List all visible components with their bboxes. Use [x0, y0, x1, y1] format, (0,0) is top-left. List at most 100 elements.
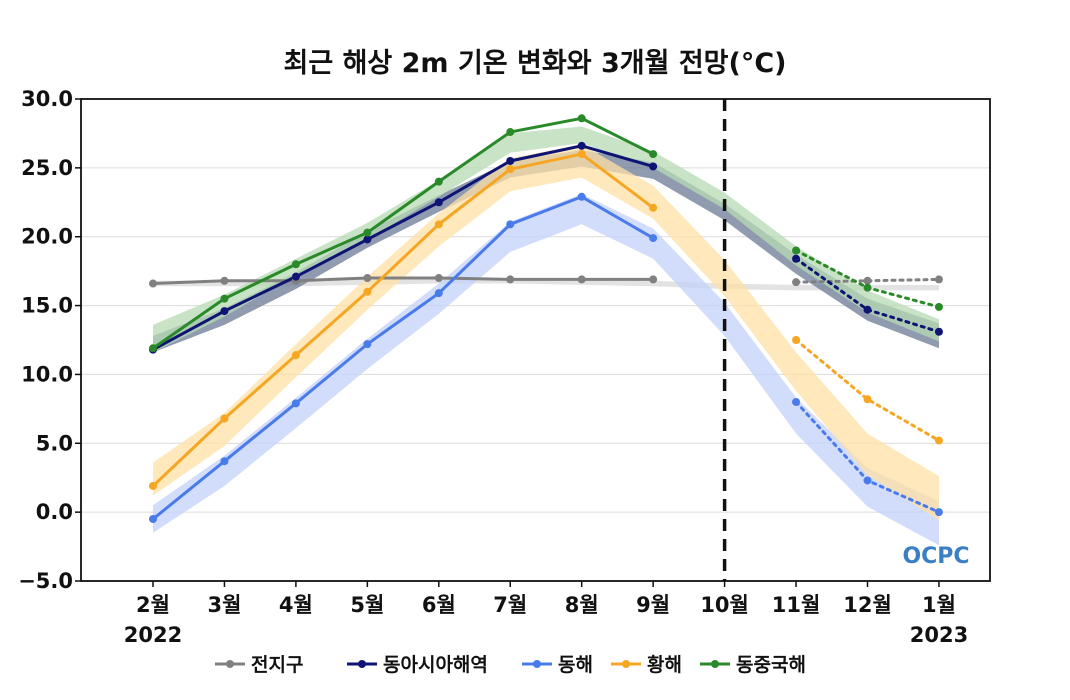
x-tick-label: 1월 — [922, 593, 956, 617]
x-tick-label: 6월 — [422, 593, 456, 617]
point-forecast-황해 — [792, 336, 801, 344]
point-동아시아해역 — [434, 198, 443, 207]
line-observed-동아시아해역 — [152, 144, 654, 351]
y-tick-label: −5.0 — [18, 569, 73, 593]
y-tick-label: 25.0 — [21, 156, 73, 180]
point-forecast-동아시아해역 — [863, 305, 872, 314]
legend-marker-동아시아해역 — [358, 660, 366, 668]
point-forecast-동해 — [792, 397, 801, 406]
uncertainty-bands — [153, 126, 939, 546]
point-동중국해 — [577, 114, 586, 123]
x-tick-label: 4월 — [279, 593, 313, 617]
point-forecast-전지구 — [863, 276, 872, 285]
point-forecast-전지구 — [792, 278, 801, 287]
point-전지구 — [506, 275, 515, 284]
legend-marker-전지구 — [226, 660, 234, 668]
point-전지구 — [149, 279, 157, 288]
point-동해 — [506, 220, 515, 229]
band-황해 — [153, 144, 939, 521]
x-tick-label: 8월 — [565, 593, 599, 617]
legend: 전지구 동아시아해역 동해 황해 동중국해 — [215, 653, 806, 676]
point-동중국해 — [506, 128, 515, 137]
point-황해 — [434, 220, 443, 229]
x-tick-label: 9월 — [636, 593, 670, 617]
point-동중국해 — [220, 294, 229, 303]
x-tick-label: 3월 — [207, 593, 241, 617]
point-동해 — [291, 399, 300, 408]
point-forecast-전지구 — [934, 275, 943, 284]
band-동중국해 — [153, 126, 939, 353]
point-동중국해 — [434, 177, 443, 186]
point-동해 — [363, 340, 372, 349]
point-forecast-황해 — [934, 436, 943, 445]
legend-marker-동중국해 — [711, 660, 719, 668]
point-동해 — [220, 457, 229, 466]
x-tick-label: 2월 — [136, 593, 170, 617]
legend-label-동중국해: 동중국해 — [736, 654, 806, 676]
line-forecast-황해 — [794, 338, 941, 443]
line-observed-황해 — [151, 152, 655, 488]
point-동아시아해역 — [649, 162, 658, 171]
x-axis-ticks: 2월 3월 4월 5월 6월 7월 8월 9월 10월 11월 12월 1월 — [136, 581, 956, 617]
legend-marker-동해 — [533, 660, 541, 668]
series-points — [149, 114, 943, 524]
point-황해 — [363, 287, 372, 296]
point-전지구 — [220, 276, 229, 285]
point-forecast-동해 — [934, 508, 943, 517]
point-forecast-동중국해 — [934, 302, 943, 311]
legend-label-동아시아해역: 동아시아해역 — [383, 654, 488, 676]
point-forecast-황해 — [863, 395, 872, 404]
point-forecast-동해 — [863, 476, 872, 485]
line-observed-동중국해 — [152, 116, 654, 350]
point-전지구 — [434, 274, 443, 283]
point-황해 — [577, 150, 586, 159]
legend-label-동해: 동해 — [558, 654, 593, 676]
point-forecast-동중국해 — [792, 246, 801, 255]
y-tick-label: 5.0 — [36, 431, 73, 455]
line-observed-동해 — [152, 195, 654, 521]
plot-frame — [80, 98, 991, 582]
point-forecast-동아시아해역 — [792, 254, 801, 263]
point-동해 — [577, 192, 586, 201]
point-동해 — [649, 234, 658, 243]
point-동중국해 — [291, 260, 300, 269]
point-황해 — [506, 165, 515, 174]
point-forecast-동중국해 — [863, 283, 872, 292]
chart-title: 최근 해상 2m 기온 변화와 3개월 전망(°C) — [283, 48, 786, 79]
ocpc-logo: OCPC — [902, 544, 969, 569]
point-전지구 — [649, 275, 658, 284]
point-동아시아해역 — [363, 235, 372, 244]
point-동해 — [149, 515, 157, 524]
point-forecast-동아시아해역 — [934, 327, 943, 336]
point-동아시아해역 — [577, 141, 586, 150]
x-tick-label: 5월 — [350, 593, 384, 617]
point-동아시아해역 — [506, 156, 515, 165]
point-황해 — [649, 203, 658, 212]
y-tick-label: 30.0 — [21, 87, 73, 111]
point-전지구 — [363, 274, 372, 283]
x-tick-label: 12월 — [843, 593, 892, 617]
legend-marker-황해 — [622, 660, 630, 668]
point-황해 — [220, 414, 229, 423]
x-year-label-start: 2022 — [124, 623, 182, 647]
y-tick-label: 0.0 — [36, 500, 73, 524]
x-tick-label: 7월 — [493, 593, 527, 617]
x-year-label-end: 2023 — [910, 623, 968, 647]
point-전지구 — [577, 275, 586, 284]
point-황해 — [291, 351, 300, 360]
point-동아시아해역 — [291, 272, 300, 281]
point-동아시아해역 — [220, 307, 229, 316]
y-tick-label: 20.0 — [21, 225, 73, 249]
point-동중국해 — [363, 228, 372, 237]
point-동중국해 — [649, 150, 658, 159]
y-tick-label: 15.0 — [21, 294, 73, 318]
y-axis-ticks: 30.0 25.0 20.0 15.0 10.0 5.0 0.0 −5.0 — [18, 87, 81, 593]
legend-label-전지구: 전지구 — [251, 654, 303, 676]
line-observed-전지구 — [152, 276, 654, 286]
y-tick-label: 10.0 — [21, 362, 73, 386]
legend-label-황해: 황해 — [647, 653, 682, 676]
point-황해 — [149, 481, 157, 490]
x-tick-label: 11월 — [772, 593, 821, 617]
x-tick-label: 10월 — [700, 593, 749, 617]
